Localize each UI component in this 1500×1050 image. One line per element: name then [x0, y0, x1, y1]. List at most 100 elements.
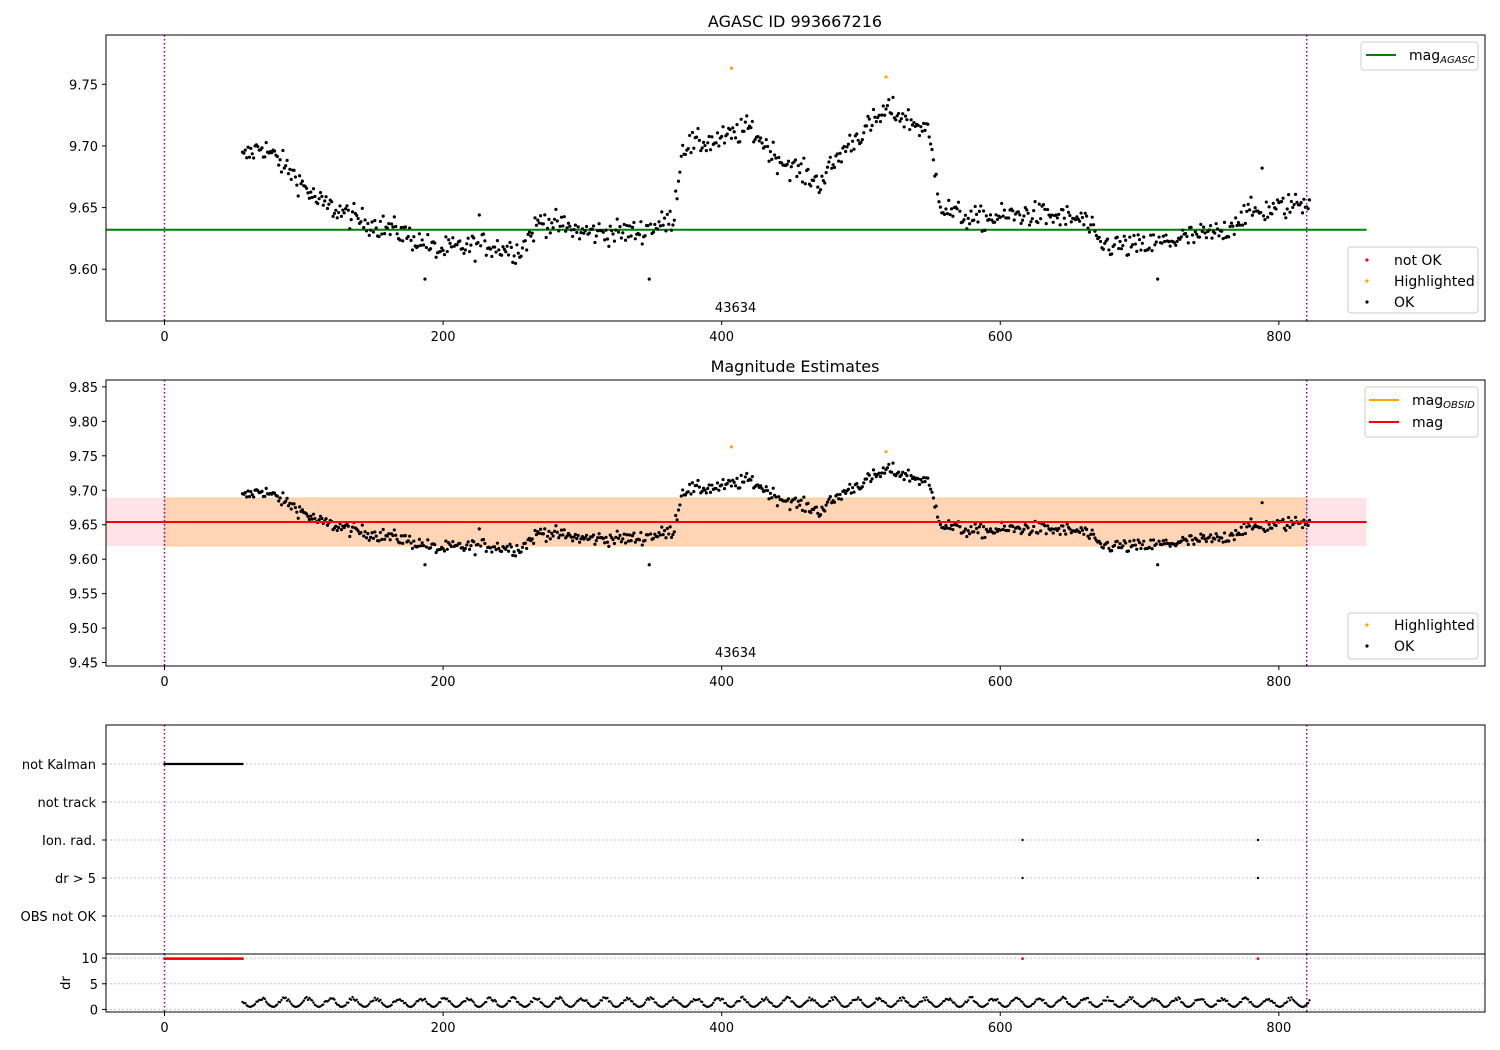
ok-point	[1066, 210, 1071, 214]
dr-point	[1226, 999, 1229, 1002]
ok-point	[544, 235, 548, 240]
y-tick-label: 0	[90, 1003, 98, 1018]
ok-point	[363, 530, 367, 534]
ok-point	[1250, 213, 1254, 217]
ok-point	[1203, 231, 1207, 235]
ok-point	[505, 244, 509, 248]
ok-point	[1050, 527, 1054, 531]
dr-point	[528, 1003, 531, 1006]
dr-point	[1270, 999, 1274, 1003]
ok-point	[1167, 240, 1171, 244]
ok-point	[909, 118, 913, 122]
ok-point	[660, 525, 664, 529]
dr-point	[553, 1000, 556, 1003]
ok-point	[622, 532, 626, 536]
ok-point	[1172, 241, 1176, 245]
ok-point	[1001, 214, 1005, 218]
dr-point	[652, 997, 655, 1001]
x-tick-label: 600	[988, 330, 1013, 345]
ok-point	[401, 541, 405, 545]
ok-point	[1022, 527, 1026, 532]
dr-point	[873, 1001, 877, 1004]
ok-point	[912, 120, 916, 125]
ok-point	[1291, 205, 1295, 210]
dr-point	[741, 995, 744, 998]
ok-point	[504, 250, 508, 254]
ok-point	[472, 540, 476, 544]
ok-point	[994, 527, 998, 531]
ok-point	[509, 245, 513, 249]
ok-point	[479, 244, 483, 248]
ok-point	[1044, 532, 1048, 536]
ok-point	[533, 216, 537, 220]
ok-point	[309, 514, 313, 518]
ok-point	[562, 528, 566, 532]
ok-point	[838, 492, 842, 497]
ok-point	[488, 546, 493, 550]
ok-point	[596, 229, 600, 233]
ok-point	[1286, 193, 1291, 197]
ok-point	[441, 547, 445, 551]
ok-point	[802, 156, 806, 160]
flag-category-label: dr > 5	[55, 872, 96, 887]
ok-point	[696, 478, 700, 483]
ok-point	[883, 471, 887, 475]
ok-point	[919, 125, 923, 129]
dr-point	[260, 998, 264, 1001]
ok-point	[1185, 539, 1189, 543]
ok-point	[467, 250, 472, 254]
ok-point	[814, 174, 818, 178]
ok-point	[473, 553, 477, 557]
dr-point	[855, 998, 858, 1001]
ok-point	[945, 212, 949, 216]
dr-point	[1167, 1003, 1171, 1007]
ok-point	[420, 238, 424, 242]
ok-point	[536, 218, 540, 222]
ok-point	[759, 136, 763, 140]
ok-point	[421, 243, 426, 247]
dr-point	[1219, 999, 1222, 1003]
legend-lower-label: Highlighted	[1394, 274, 1475, 290]
dr-point	[609, 1000, 612, 1003]
ok-point	[591, 224, 596, 228]
ok-point	[674, 513, 678, 518]
ok-point	[809, 184, 813, 188]
ok-point	[717, 488, 721, 492]
ok-point	[447, 238, 451, 242]
ok-point	[821, 178, 825, 183]
ok-point	[355, 213, 359, 217]
ok-point	[410, 248, 415, 252]
ok-point	[894, 118, 898, 122]
ok-point	[537, 221, 541, 225]
ok-point	[382, 232, 387, 236]
ok-point	[714, 486, 718, 491]
ok-point	[367, 538, 371, 542]
ok-point	[445, 547, 449, 551]
ok-point	[409, 541, 413, 545]
ok-point	[247, 155, 252, 159]
ok-point	[669, 228, 674, 232]
ok-point	[917, 482, 922, 487]
ok-point	[334, 208, 338, 212]
ok-point	[1149, 233, 1153, 237]
ok-point	[1168, 544, 1172, 548]
ok-point	[837, 497, 841, 501]
ok-point	[572, 535, 576, 539]
ok-point	[1253, 206, 1257, 210]
ok-point	[927, 135, 931, 139]
ok-point	[851, 486, 855, 490]
ok-point	[1161, 234, 1165, 238]
ok-point	[926, 476, 930, 480]
ok-point	[356, 529, 360, 533]
dr-point	[1160, 1003, 1164, 1006]
ok-point	[764, 138, 768, 142]
ok-point	[1085, 214, 1089, 218]
ok-point	[1033, 200, 1037, 204]
ok-point	[890, 112, 894, 116]
ok-point	[458, 239, 462, 243]
ok-point	[849, 149, 853, 153]
ok-point	[814, 505, 818, 509]
ok-point	[824, 170, 828, 175]
ok-point	[1107, 248, 1111, 252]
ok-point	[1232, 538, 1236, 542]
